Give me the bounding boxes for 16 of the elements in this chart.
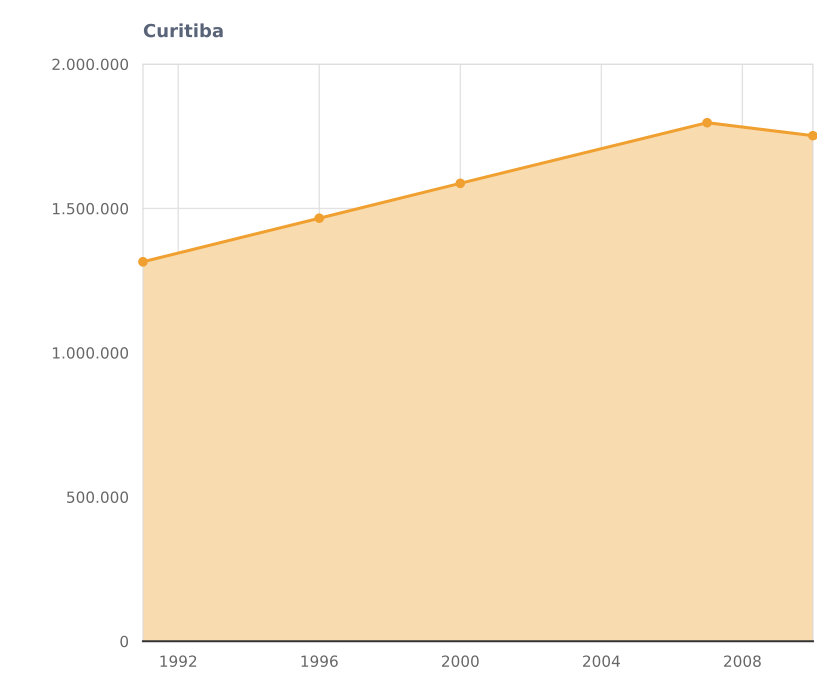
x-tick-label: 2008	[724, 655, 761, 667]
y-tick-label: 0	[120, 636, 128, 648]
x-tick-label: 2000	[442, 655, 479, 667]
point	[808, 130, 817, 141]
y-tick-label: 2.000.000	[52, 58, 128, 70]
point	[702, 118, 712, 128]
x-tick-label: 1992	[160, 655, 196, 667]
point	[455, 178, 466, 188]
point	[138, 256, 148, 267]
point	[314, 213, 324, 224]
x-tick-label: 1996	[302, 655, 338, 667]
y-tick-label: 500.000	[67, 491, 128, 503]
y-tick-label: 1.500.000	[53, 202, 128, 214]
chart-title: Curitiba	[144, 23, 223, 38]
x-tick-label: 2004	[583, 655, 620, 667]
y-tick-label: 1.000.000	[53, 347, 128, 359]
